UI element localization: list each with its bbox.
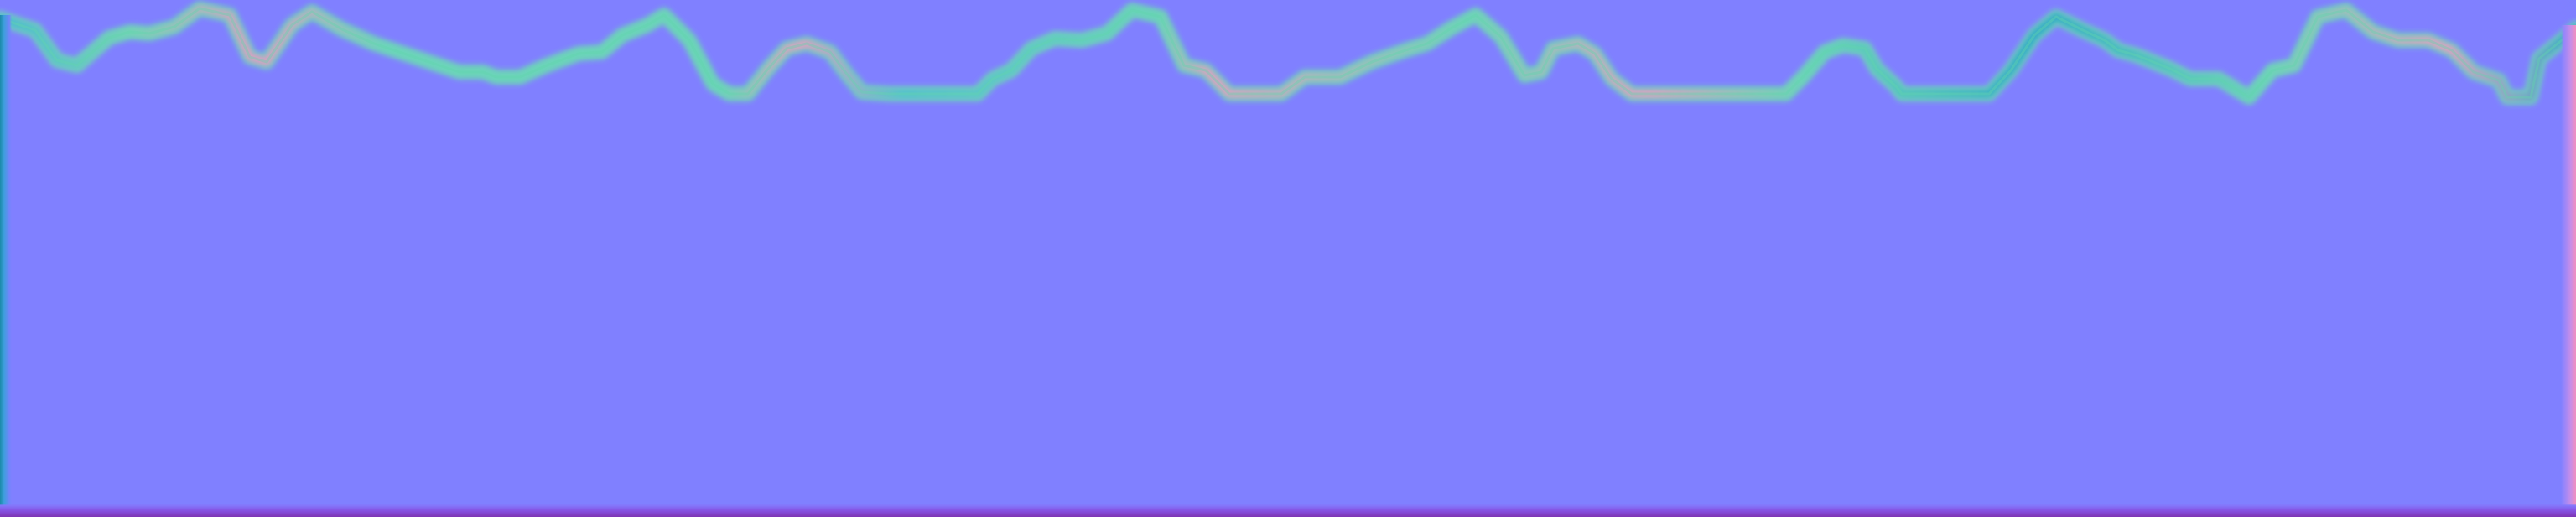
bottom-edge-gradient — [0, 504, 2576, 517]
right-edge-gradient — [2561, 25, 2576, 517]
terrain-ridge-color — [0, 4, 2576, 101]
terrain-ridge-core — [0, 7, 2576, 99]
left-edge-gradient — [0, 15, 12, 517]
